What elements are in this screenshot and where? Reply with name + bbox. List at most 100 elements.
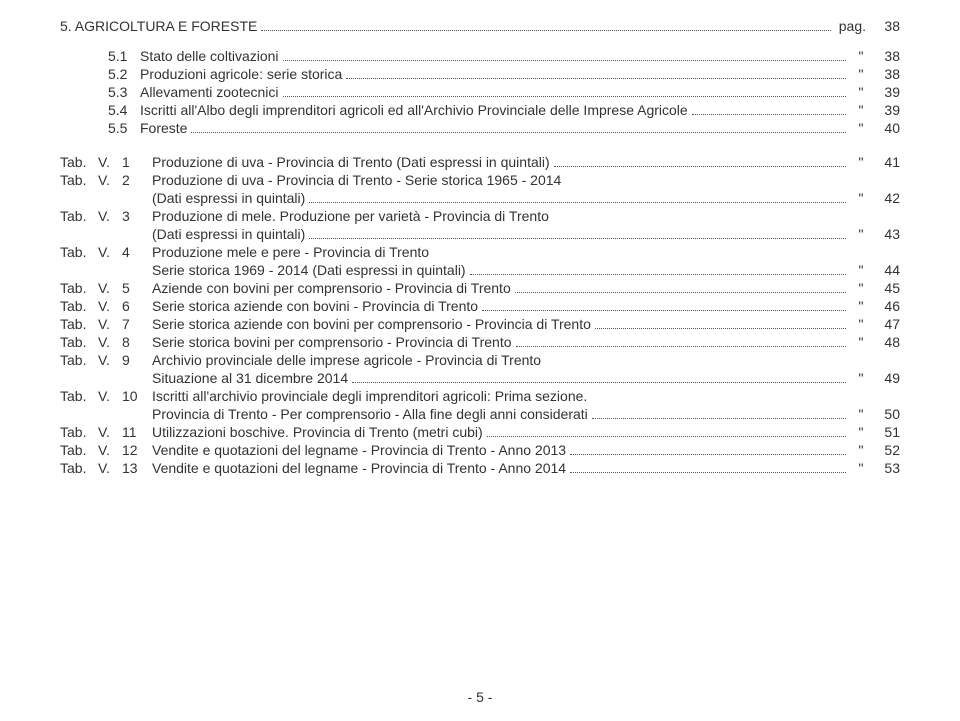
tab-page: 45 (880, 280, 900, 296)
table-entry-line: Tab.V.10Provincia di Trento - Per compre… (60, 406, 900, 422)
tab-page: 46 (880, 298, 900, 314)
table-entry-line: Tab.V.10Iscritti all'archivio provincial… (60, 388, 900, 404)
ditto-mark: " (856, 154, 866, 170)
tab-page: 42 (880, 190, 900, 206)
page-label: pag. (839, 18, 866, 34)
tab-label: Tab. (60, 244, 98, 260)
tab-page: 51 (880, 424, 900, 440)
subsection-text: Allevamenti zootecnici (140, 84, 279, 100)
subsection-page: 38 (880, 66, 900, 82)
tab-text: (Dati espressi in quintali) (152, 226, 305, 242)
table-entry-line: Tab.V.3Produzione di mele. Produzione pe… (60, 208, 900, 224)
ditto-mark: " (856, 262, 866, 278)
table-entry-line: Tab.V.12Vendite e quotazioni del legname… (60, 442, 900, 458)
ditto-mark: " (856, 226, 866, 242)
table-entry-line: Tab.V.1Produzione di uva - Provincia di … (60, 154, 900, 170)
table-entry-line: Tab.V.3(Dati espressi in quintali)"43 (60, 226, 900, 242)
tab-text: Vendite e quotazioni del legname - Provi… (152, 460, 566, 476)
ditto-mark: " (856, 48, 866, 64)
tab-label: Tab. (60, 442, 98, 458)
table-entry-line: Tab.V.6Serie storica aziende con bovini … (60, 298, 900, 314)
subsection-text: Iscritti all'Albo degli imprenditori agr… (140, 102, 688, 118)
tab-page: 47 (880, 316, 900, 332)
subsection-page: 38 (880, 48, 900, 64)
leader-dots (309, 202, 846, 203)
tab-series: V. (98, 388, 122, 404)
subsection-number: 5.1 (108, 48, 140, 64)
tab-number: 13 (122, 460, 152, 476)
tab-label: Tab. (60, 388, 98, 404)
tab-label: Tab. (60, 352, 98, 368)
table-list-block: Tab.V.1Produzione di uva - Provincia di … (60, 154, 900, 476)
tab-number: 3 (122, 208, 152, 224)
tab-page: 48 (880, 334, 900, 350)
subsection-text: Produzioni agricole: serie storica (140, 66, 342, 82)
tab-series: V. (98, 334, 122, 350)
tab-page: 53 (880, 460, 900, 476)
tab-series: V. (98, 352, 122, 368)
tab-text: Produzione di mele. Produzione per varie… (152, 208, 549, 224)
tab-text: Produzione di uva - Provincia di Trento … (152, 172, 561, 188)
subsection-page: 40 (880, 120, 900, 136)
ditto-mark: " (856, 298, 866, 314)
tab-text: Serie storica aziende con bovini - Provi… (152, 298, 478, 314)
leader-dots (570, 472, 846, 473)
tab-label: Tab. (60, 298, 98, 314)
tab-number: 6 (122, 298, 152, 314)
section-header-line: 5. AGRICOLTURA E FORESTE pag. 38 (60, 18, 900, 34)
ditto-mark: " (856, 120, 866, 136)
tab-number: 11 (122, 424, 152, 440)
subsection-number: 5.5 (108, 120, 140, 136)
leader-dots (516, 346, 847, 347)
tab-number: 5 (122, 280, 152, 296)
ditto-mark: " (856, 442, 866, 458)
tab-text: Serie storica aziende con bovini per com… (152, 316, 591, 332)
subsection-line: 5.2Produzioni agricole: serie storica"38 (108, 66, 900, 82)
subsection-line: 5.3Allevamenti zootecnici " 39 (108, 84, 900, 100)
tab-label: Tab. (60, 208, 98, 224)
tab-number: 12 (122, 442, 152, 458)
tab-label: Tab. (60, 316, 98, 332)
table-entry-line: Tab.V.4Serie storica 1969 - 2014 (Dati e… (60, 262, 900, 278)
tab-page: 50 (880, 406, 900, 422)
ditto-mark: " (856, 280, 866, 296)
leader-dots (261, 30, 830, 31)
leader-dots (191, 132, 846, 133)
ditto-mark: " (856, 460, 866, 476)
tab-page: 43 (880, 226, 900, 242)
ditto-mark: " (856, 334, 866, 350)
tab-text: Aziende con bovini per comprensorio - Pr… (152, 280, 511, 296)
tab-text: Situazione al 31 dicembre 2014 (152, 370, 348, 386)
tab-text: Iscritti all'archivio provinciale degli … (152, 388, 587, 404)
tab-text: Archivio provinciale delle imprese agric… (152, 352, 541, 368)
table-entry-line: Tab.V.11Utilizzazioni boschive. Provinci… (60, 424, 900, 440)
subsection-number: 5.2 (108, 66, 140, 82)
ditto-mark: " (856, 370, 866, 386)
subsection-page: 39 (880, 84, 900, 100)
tab-series: V. (98, 208, 122, 224)
tab-text: (Dati espressi in quintali) (152, 190, 305, 206)
subsection-line: 5.1Stato delle coltivazioni"38 (108, 48, 900, 64)
ditto-mark: " (856, 406, 866, 422)
table-entry-line: Tab.V.5Aziende con bovini per comprensor… (60, 280, 900, 296)
subsection-text: Foreste (140, 120, 187, 136)
subsection-number: 5.3 (108, 84, 140, 100)
tab-series: V. (98, 442, 122, 458)
table-entry-line: Tab.V.7Serie storica aziende con bovini … (60, 316, 900, 332)
tab-number: 8 (122, 334, 152, 350)
tab-text: Serie storica bovini per comprensorio - … (152, 334, 512, 350)
subsection-block: 5.1Stato delle coltivazioni"385.2Produzi… (60, 48, 900, 136)
ditto-mark: " (856, 316, 866, 332)
table-entry-line: Tab.V.9Situazione al 31 dicembre 2014"49 (60, 370, 900, 386)
tab-number: 10 (122, 388, 152, 404)
page-footer: - 5 - (0, 689, 960, 705)
subsection-line: 5.4Iscritti all'Albo degli imprenditori … (108, 102, 900, 118)
tab-text: Produzione mele e pere - Provincia di Tr… (152, 244, 429, 260)
tab-page: 41 (880, 154, 900, 170)
tab-series: V. (98, 298, 122, 314)
ditto-mark: " (856, 84, 866, 100)
leader-dots (309, 238, 846, 239)
leader-dots (595, 328, 846, 329)
tab-label: Tab. (60, 154, 98, 170)
leader-dots (570, 454, 846, 455)
